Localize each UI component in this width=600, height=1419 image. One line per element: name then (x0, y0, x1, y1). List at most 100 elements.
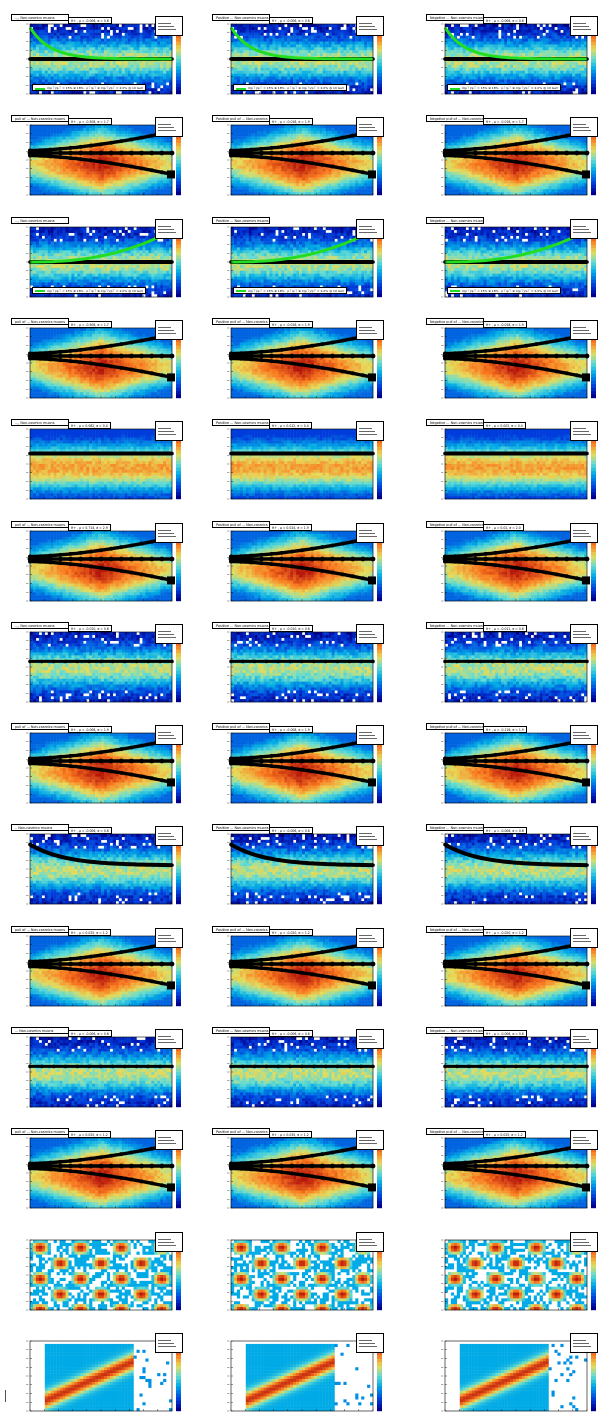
heatmap-cell (554, 68, 557, 71)
heatmap-cell (74, 137, 77, 140)
heatmap-cell (137, 184, 140, 187)
heatmap-cell (142, 47, 145, 50)
heatmap-cell (154, 160, 157, 163)
heatmap-cell (95, 53, 98, 56)
heatmap-cell (80, 77, 83, 80)
heatmap-cell (234, 125, 237, 128)
heatmap-cell (237, 189, 240, 192)
heatmap-cell (42, 50, 45, 53)
heatmap-cell (478, 77, 481, 80)
fit-marker (160, 171, 164, 175)
heatmap-cell (475, 44, 478, 47)
heatmap-cell (364, 85, 367, 88)
heatmap-cell (549, 65, 552, 68)
heatmap-cell (104, 189, 107, 192)
heatmap-cell (98, 140, 101, 143)
heatmap-cell (51, 33, 54, 36)
heatmap-cell (77, 189, 80, 192)
heatmap-cell (495, 62, 498, 65)
heatmap-cell (510, 47, 513, 50)
heatmap-cell (299, 33, 302, 36)
heatmap-cell (340, 36, 343, 39)
heatmap-cell (534, 30, 537, 33)
heatmap-cell (522, 53, 525, 56)
heatmap-cell (45, 24, 48, 27)
heatmap-cell (166, 47, 169, 50)
heatmap-cell (296, 62, 299, 65)
heatmap-cell (45, 137, 48, 140)
heatmap-cell (320, 44, 323, 47)
heatmap-cell (305, 71, 308, 74)
heatmap-cell (128, 181, 131, 184)
heatmap-cell (489, 47, 492, 50)
heatmap-cell (481, 77, 484, 80)
heatmap-cell (66, 33, 69, 36)
heatmap-cell (481, 24, 484, 27)
heatmap-cell (71, 178, 74, 181)
heatmap-cell (142, 189, 145, 192)
heatmap-cell (63, 47, 66, 50)
heatmap-cell (287, 68, 290, 71)
heatmap-cell (237, 131, 240, 134)
heatmap-cell (137, 47, 140, 50)
heatmap-cell (504, 62, 507, 65)
heatmap-cell (98, 62, 101, 65)
fit-marker (89, 159, 93, 163)
heatmap-cell (101, 169, 104, 172)
heatmap-cell (516, 77, 519, 80)
heatmap-cell (466, 36, 469, 39)
heatmap-cell (519, 50, 522, 53)
heatmap-cell (275, 47, 278, 50)
heatmap-cell (278, 33, 281, 36)
heatmap-cell (145, 71, 148, 74)
heatmap-cell (299, 36, 302, 39)
heatmap-cell (498, 47, 501, 50)
heatmap-cell (51, 30, 54, 33)
heatmap-cell (45, 39, 48, 42)
heatmap-cell (104, 53, 107, 56)
stats-box (155, 16, 183, 36)
heatmap-cell (71, 131, 74, 134)
heatmap-cell (272, 42, 275, 45)
heatmap-cell (284, 77, 287, 80)
heatmap-cell (269, 62, 272, 65)
heatmap-cell (57, 24, 60, 27)
heatmap-cell (575, 62, 578, 65)
heatmap-cell (101, 68, 104, 71)
heatmap-cell (39, 77, 42, 80)
heatmap-cell (287, 36, 290, 39)
heatmap-cell (63, 125, 66, 128)
heatmap-cell (486, 50, 489, 53)
heatmap-cell (332, 50, 335, 53)
heatmap-cell (317, 53, 320, 56)
heatmap-cell (323, 68, 326, 71)
heatmap-cell (249, 39, 252, 42)
heatmap-cell (33, 44, 36, 47)
heatmap-cell (326, 79, 329, 82)
heatmap-cell (86, 131, 89, 134)
heatmap-cell (575, 44, 578, 47)
heatmap-cell (139, 62, 142, 65)
heatmap-cell (95, 189, 98, 192)
heatmap-cell (243, 143, 246, 146)
heatmap-cell (355, 50, 358, 53)
heatmap-cell (89, 42, 92, 45)
heatmap-cell (546, 24, 549, 27)
heatmap-cell (116, 47, 119, 50)
heatmap-cell (563, 53, 566, 56)
heatmap-cell (54, 68, 57, 71)
heatmap-cell (522, 68, 525, 71)
heatmap-cell (349, 85, 352, 88)
heatmap-cell (510, 42, 513, 45)
heatmap-cell (501, 30, 504, 33)
heatmap-cell (145, 131, 148, 134)
heatmap-cell (290, 74, 293, 77)
heatmap-cell (142, 53, 145, 56)
heatmap-cell (460, 36, 463, 39)
heatmap-cell (332, 42, 335, 45)
heatmap-cell (57, 128, 60, 131)
heatmap-cell (134, 74, 137, 77)
heatmap-cell (231, 24, 234, 27)
heatmap-cell (358, 79, 361, 82)
fit-marker (89, 144, 93, 148)
